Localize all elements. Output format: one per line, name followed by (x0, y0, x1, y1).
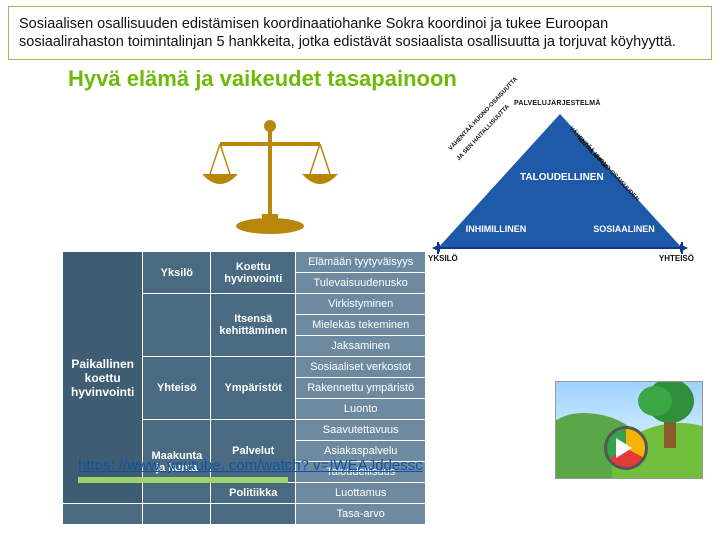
wellbeing-table: Paikallinen koettu hyvinvointi Yksilö Ko… (62, 251, 426, 525)
table-item: Rakennettu ympäristö (296, 378, 426, 399)
table-mid: Ympäristöt (211, 357, 296, 420)
table-item: Mielekäs tekeminen (296, 315, 426, 336)
play-icon (616, 438, 632, 458)
youtube-link[interactable]: https: //www. youtube. com/watch? v=IWEA… (78, 457, 423, 474)
table-item: Jaksaminen (296, 336, 426, 357)
balance-scale-illustration (180, 116, 360, 246)
triangle-axis-right: YHTEISÖ (659, 254, 694, 263)
table-mid: Koettu hyvinvointi (211, 252, 296, 294)
triangle-inner-left: INHIMILLINEN (456, 224, 536, 234)
table-mid: Itsensä kehittäminen (211, 294, 296, 357)
table-item: Virkistyminen (296, 294, 426, 315)
table-item: Luonto (296, 399, 426, 420)
page-title: Hyvä elämä ja vaikeudet tasapainoon (68, 66, 720, 92)
triangle-diagram: PALVELUJÄRJESTELMÄ VÄHENTÄÄ HUONO-OSAISU… (420, 106, 700, 276)
table-item: Saavutettavuus (296, 420, 426, 441)
table-item: Luottamus (296, 483, 426, 504)
video-thumbnail[interactable] (555, 381, 703, 479)
triangle-inner-right: SOSIAALINEN (584, 224, 664, 234)
triangle-inner-top: TALOUDELLINEN (520, 172, 600, 183)
intro-paragraph: Sosiaalisen osallisuuden edistämisen koo… (8, 6, 712, 60)
triangle-top-label: PALVELUJÄRJESTELMÄ (514, 100, 601, 107)
table-level: Yhteisö (143, 357, 211, 420)
table-level (143, 294, 211, 357)
table-item: Sosiaaliset verkostot (296, 357, 426, 378)
table-item: Tulevaisuudenusko (296, 273, 426, 294)
content-area: PALVELUJÄRJESTELMÄ VÄHENTÄÄ HUONO-OSAISU… (0, 96, 720, 486)
triangle-axis-left: YKSILÖ (428, 254, 458, 263)
table-mid: Politiikka (211, 483, 296, 504)
table-level: Yksilö (143, 252, 211, 294)
decorative-bar (78, 477, 288, 483)
table-item: Tasa-arvo (296, 504, 426, 525)
table-item: Elämään tyytyväisyys (296, 252, 426, 273)
